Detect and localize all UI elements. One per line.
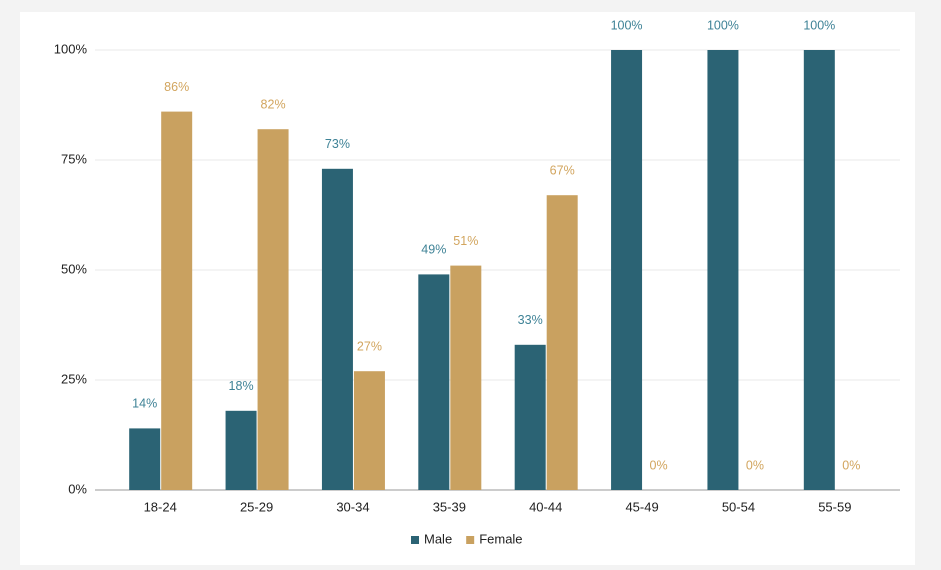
bar [546, 195, 578, 490]
bar [225, 410, 257, 490]
x-tick-label: 18-24 [144, 499, 177, 514]
bar [161, 111, 193, 490]
y-tick-label: 100% [54, 41, 88, 56]
bar [321, 168, 353, 491]
bar [803, 50, 835, 490]
data-label: 86% [164, 80, 189, 94]
x-tick-label: 40-44 [529, 499, 562, 514]
legend-swatch [411, 536, 419, 544]
legend-label: Male [424, 531, 452, 546]
data-label: 0% [746, 458, 764, 472]
bar [514, 344, 546, 490]
data-label: 67% [550, 163, 575, 177]
data-label: 33% [518, 313, 543, 327]
bar [611, 50, 643, 490]
data-label: 82% [261, 97, 286, 111]
y-tick-label: 75% [61, 151, 87, 166]
legend-label: Female [479, 531, 522, 546]
data-label: 49% [421, 243, 446, 257]
bar [257, 129, 289, 490]
data-label: 0% [842, 458, 860, 472]
data-label: 18% [229, 379, 254, 393]
x-tick-label: 30-34 [336, 499, 369, 514]
data-label: 51% [453, 234, 478, 248]
bar [129, 428, 161, 490]
data-label: 0% [650, 458, 668, 472]
y-tick-label: 25% [61, 371, 87, 386]
bar [418, 274, 450, 490]
x-tick-label: 45-49 [625, 499, 658, 514]
x-tick-label: 35-39 [433, 499, 466, 514]
data-label: 100% [611, 18, 643, 32]
data-label: 100% [803, 18, 835, 32]
x-tick-label: 55-59 [818, 499, 851, 514]
bar [707, 50, 739, 490]
data-label: 73% [325, 137, 350, 151]
data-label: 100% [707, 18, 739, 32]
bar [353, 371, 385, 490]
x-tick-label: 25-29 [240, 499, 273, 514]
data-label: 27% [357, 339, 382, 353]
y-tick-label: 0% [68, 481, 87, 496]
bar [450, 265, 482, 490]
legend-swatch [466, 536, 475, 544]
data-label: 14% [132, 397, 157, 411]
x-tick-label: 50-54 [722, 499, 755, 514]
y-tick-label: 50% [61, 261, 87, 276]
